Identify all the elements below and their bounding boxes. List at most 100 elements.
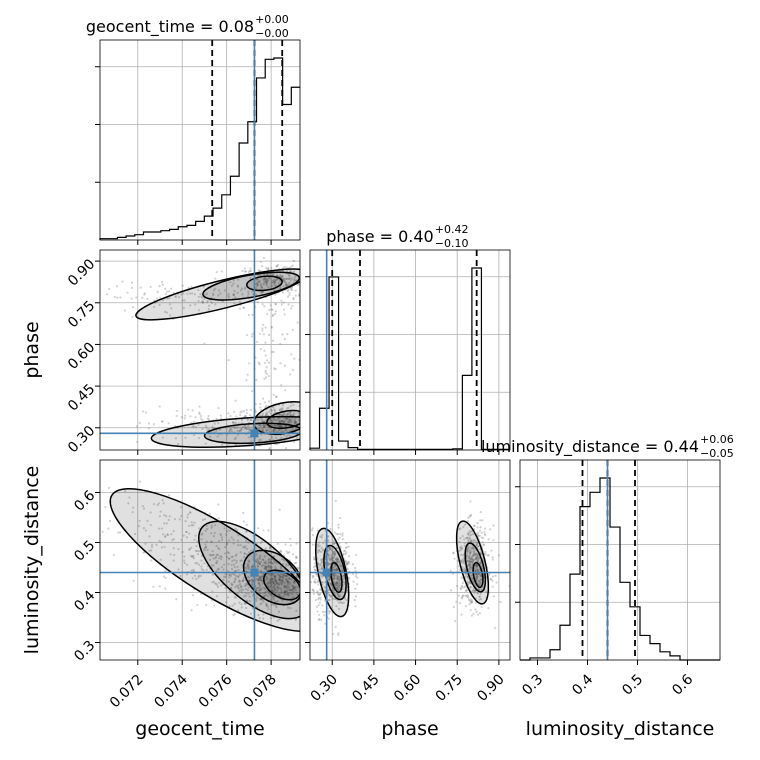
sample-point bbox=[245, 408, 248, 412]
sample-point bbox=[210, 564, 213, 567]
sample-point bbox=[331, 559, 334, 562]
sample-point bbox=[170, 287, 173, 290]
sample-point bbox=[198, 563, 201, 566]
sample-point bbox=[472, 550, 475, 553]
sample-point bbox=[329, 595, 332, 598]
sample-point bbox=[284, 593, 287, 597]
sample-point bbox=[173, 518, 177, 521]
sample-point bbox=[477, 579, 480, 583]
sample-point bbox=[281, 581, 284, 584]
sample-point bbox=[242, 306, 245, 309]
sample-point bbox=[278, 579, 282, 582]
sample-point bbox=[312, 592, 316, 595]
sample-point bbox=[323, 599, 326, 602]
sample-point bbox=[276, 586, 279, 589]
sample-point bbox=[474, 569, 477, 573]
sample-point bbox=[343, 597, 347, 600]
sample-point bbox=[119, 531, 122, 534]
sample-point bbox=[220, 536, 223, 539]
sample-point bbox=[337, 538, 340, 541]
sample-point bbox=[234, 577, 237, 580]
sample-point bbox=[134, 532, 137, 536]
sample-point bbox=[483, 527, 487, 530]
sample-point bbox=[281, 275, 284, 278]
sample-point bbox=[232, 293, 235, 296]
sample-point bbox=[225, 530, 229, 533]
sample-point bbox=[329, 559, 332, 562]
sample-point bbox=[319, 535, 322, 538]
panel-content bbox=[310, 460, 510, 660]
sample-point bbox=[469, 539, 473, 543]
sample-point bbox=[470, 614, 473, 617]
sample-point bbox=[244, 540, 248, 543]
sample-point bbox=[256, 282, 259, 285]
sample-point bbox=[476, 560, 480, 563]
sample-point bbox=[284, 283, 287, 286]
sample-point bbox=[277, 583, 281, 586]
sample-point bbox=[164, 587, 167, 590]
sample-point bbox=[256, 278, 259, 281]
sample-point bbox=[138, 519, 141, 522]
sample-point bbox=[168, 494, 171, 497]
sample-point bbox=[477, 544, 480, 548]
sample-point bbox=[469, 567, 472, 570]
sample-point bbox=[472, 540, 475, 543]
sample-point bbox=[321, 559, 324, 562]
sample-point bbox=[251, 578, 254, 581]
sample-point bbox=[286, 332, 289, 336]
sample-point bbox=[286, 295, 290, 298]
sample-point bbox=[190, 569, 193, 572]
sample-point bbox=[246, 599, 249, 602]
sample-point bbox=[254, 598, 258, 601]
sample-point bbox=[264, 280, 268, 283]
sample-point bbox=[283, 559, 286, 562]
sample-point bbox=[276, 542, 279, 545]
sample-point bbox=[317, 541, 320, 544]
sample-point bbox=[207, 304, 211, 307]
sample-point bbox=[284, 591, 287, 594]
sample-point bbox=[283, 280, 286, 283]
sample-point bbox=[270, 409, 273, 413]
sample-point bbox=[310, 581, 312, 584]
axes-frame bbox=[309, 459, 511, 661]
sample-point bbox=[288, 281, 291, 284]
sample-point bbox=[335, 582, 338, 585]
sample-point bbox=[314, 598, 317, 602]
sample-point bbox=[339, 545, 342, 548]
sample-point bbox=[334, 583, 337, 587]
sample-point bbox=[194, 534, 197, 537]
sample-point bbox=[476, 545, 480, 548]
x-tick-label: 0.072 bbox=[107, 672, 147, 712]
sample-point bbox=[266, 568, 269, 571]
sample-point bbox=[482, 536, 485, 540]
sample-point bbox=[339, 594, 342, 597]
sample-point bbox=[256, 558, 259, 561]
sample-point bbox=[327, 598, 331, 602]
sample-point bbox=[263, 281, 266, 284]
sample-point bbox=[256, 284, 259, 287]
sample-point bbox=[285, 413, 288, 416]
sample-point bbox=[474, 563, 478, 567]
sample-point bbox=[480, 578, 483, 582]
sample-point bbox=[158, 527, 161, 530]
sample-point bbox=[272, 577, 275, 580]
sample-point bbox=[474, 573, 477, 576]
title-text: geocent_time = 0.08 bbox=[86, 17, 254, 37]
sample-point bbox=[150, 559, 153, 562]
sample-point bbox=[295, 609, 298, 612]
sample-point bbox=[336, 593, 340, 597]
sample-point bbox=[469, 563, 472, 566]
sample-point bbox=[478, 595, 481, 598]
sample-point bbox=[285, 284, 288, 287]
sample-point bbox=[163, 535, 167, 539]
sample-point bbox=[278, 425, 282, 428]
sample-point bbox=[262, 420, 265, 423]
sample-point bbox=[269, 578, 273, 581]
sample-point bbox=[282, 413, 285, 417]
sample-point bbox=[468, 563, 471, 567]
sample-point bbox=[218, 548, 221, 551]
sample-point bbox=[131, 306, 135, 309]
sample-point bbox=[143, 293, 146, 296]
sample-point bbox=[279, 549, 282, 552]
truth-marker bbox=[250, 568, 259, 577]
